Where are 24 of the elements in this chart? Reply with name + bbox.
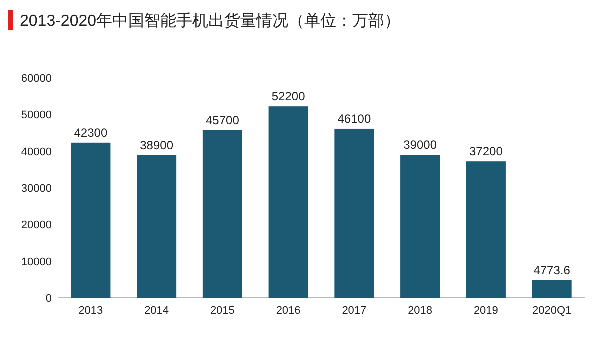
x-tick-label: 2019 [474, 305, 498, 317]
data-label: 4773.6 [534, 263, 571, 278]
x-tick-label: 2016 [276, 305, 301, 317]
data-label: 38900 [140, 138, 174, 152]
x-tick-label: 2015 [210, 305, 235, 317]
data-label: 37200 [470, 144, 504, 159]
x-tick-label: 2018 [408, 305, 433, 317]
data-label: 45700 [206, 113, 240, 128]
x-tick-label: 2020Q1 [532, 305, 572, 317]
y-tick-label: 60000 [21, 73, 52, 85]
data-label: 42300 [74, 126, 108, 140]
y-tick-label: 40000 [21, 146, 52, 158]
y-tick-label: 50000 [21, 110, 52, 122]
y-tick-label: 10000 [21, 256, 52, 268]
x-tick-label: 2017 [342, 305, 367, 317]
title: 2013-2020年中国智能手机出货量情况（单位：万部） [20, 13, 401, 30]
data-label: 39000 [404, 138, 438, 152]
data-label: 46100 [338, 112, 372, 126]
y-tick-label: 30000 [21, 183, 52, 195]
x-tick-label: 2014 [144, 305, 170, 317]
data-label: 52200 [272, 90, 306, 104]
y-tick-label: 0 [46, 293, 52, 305]
y-tick-label: 20000 [21, 220, 52, 232]
x-tick-label: 2013 [78, 305, 104, 317]
